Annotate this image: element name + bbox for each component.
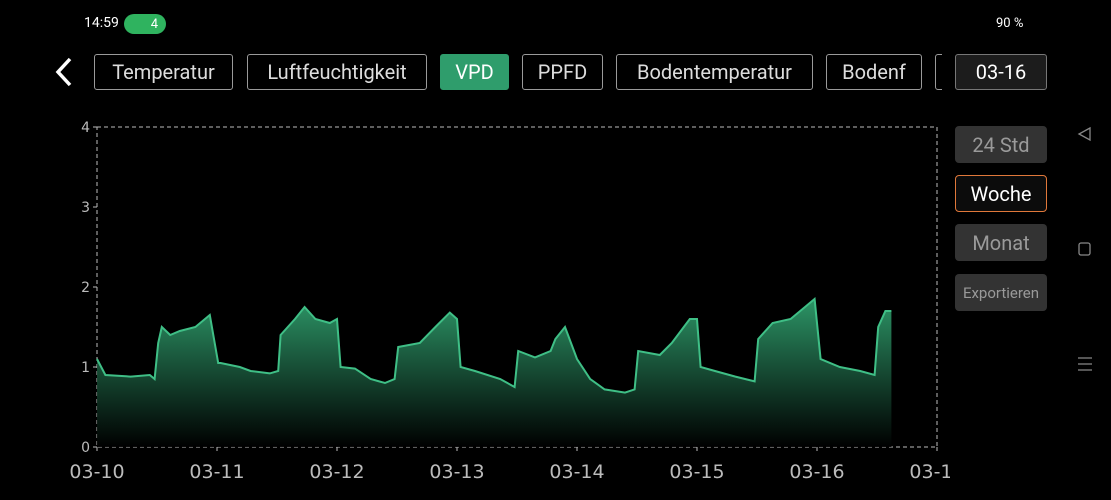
chart: 0 1 2 3 4 03-10 03-11 03-12 03-13 03-14 03-15 03-16… bbox=[69, 120, 950, 483]
tab-strip: Temperatur Luftfeuchtigkeit VPD PPFD Bod… bbox=[94, 0, 942, 100]
back-icon bbox=[55, 57, 72, 87]
x-tick-label: 03-17 bbox=[909, 461, 950, 483]
tab[interactable]: Bodenf bbox=[826, 54, 922, 90]
y-tick-label: 0 bbox=[81, 440, 90, 456]
battery: 90 % bbox=[996, 16, 1024, 31]
x-tick-label: 03-15 bbox=[669, 461, 724, 483]
x-tick-label: 03-16 bbox=[789, 461, 844, 483]
y-tick-label: 3 bbox=[81, 200, 90, 216]
nav-home[interactable] bbox=[1078, 242, 1091, 256]
y-tick-label: 2 bbox=[81, 280, 90, 296]
tab[interactable]: Temperatur bbox=[94, 54, 233, 90]
tab[interactable]: Luftfeuchtigkeit bbox=[247, 54, 427, 90]
back-button[interactable] bbox=[50, 54, 80, 90]
y-tick-label: 1 bbox=[81, 360, 90, 376]
x-tick-label: 03-14 bbox=[549, 461, 604, 483]
x-tick-label: 03-10 bbox=[69, 461, 124, 483]
date-button[interactable]: 03-16 bbox=[955, 54, 1047, 90]
area-fill bbox=[97, 299, 892, 447]
tab[interactable]: PPFD bbox=[522, 54, 603, 90]
tab-active[interactable]: VPD bbox=[440, 54, 509, 90]
range-button-active[interactable]: Woche bbox=[955, 175, 1047, 212]
nav-back[interactable] bbox=[1077, 126, 1091, 142]
export-button[interactable]: Exportieren bbox=[955, 274, 1047, 311]
status-time: 14:59 bbox=[84, 15, 119, 31]
x-tick-label: 03-12 bbox=[309, 461, 364, 483]
tab-partial[interactable] bbox=[935, 54, 942, 90]
tab[interactable]: Bodentemperatur bbox=[616, 54, 813, 90]
area-line bbox=[96, 297, 892, 394]
x-tick-label: 03-13 bbox=[429, 461, 484, 483]
range-button[interactable]: 24 Std bbox=[955, 126, 1047, 163]
nav-menu[interactable] bbox=[1078, 357, 1092, 371]
range-button[interactable]: Monat bbox=[955, 224, 1047, 261]
nav-bar bbox=[1077, 126, 1092, 371]
x-tick-label: 03-11 bbox=[189, 461, 244, 483]
status-badge: 4 bbox=[124, 14, 166, 34]
badge-text: 4 bbox=[150, 16, 158, 32]
y-tick-label: 4 bbox=[81, 120, 90, 136]
